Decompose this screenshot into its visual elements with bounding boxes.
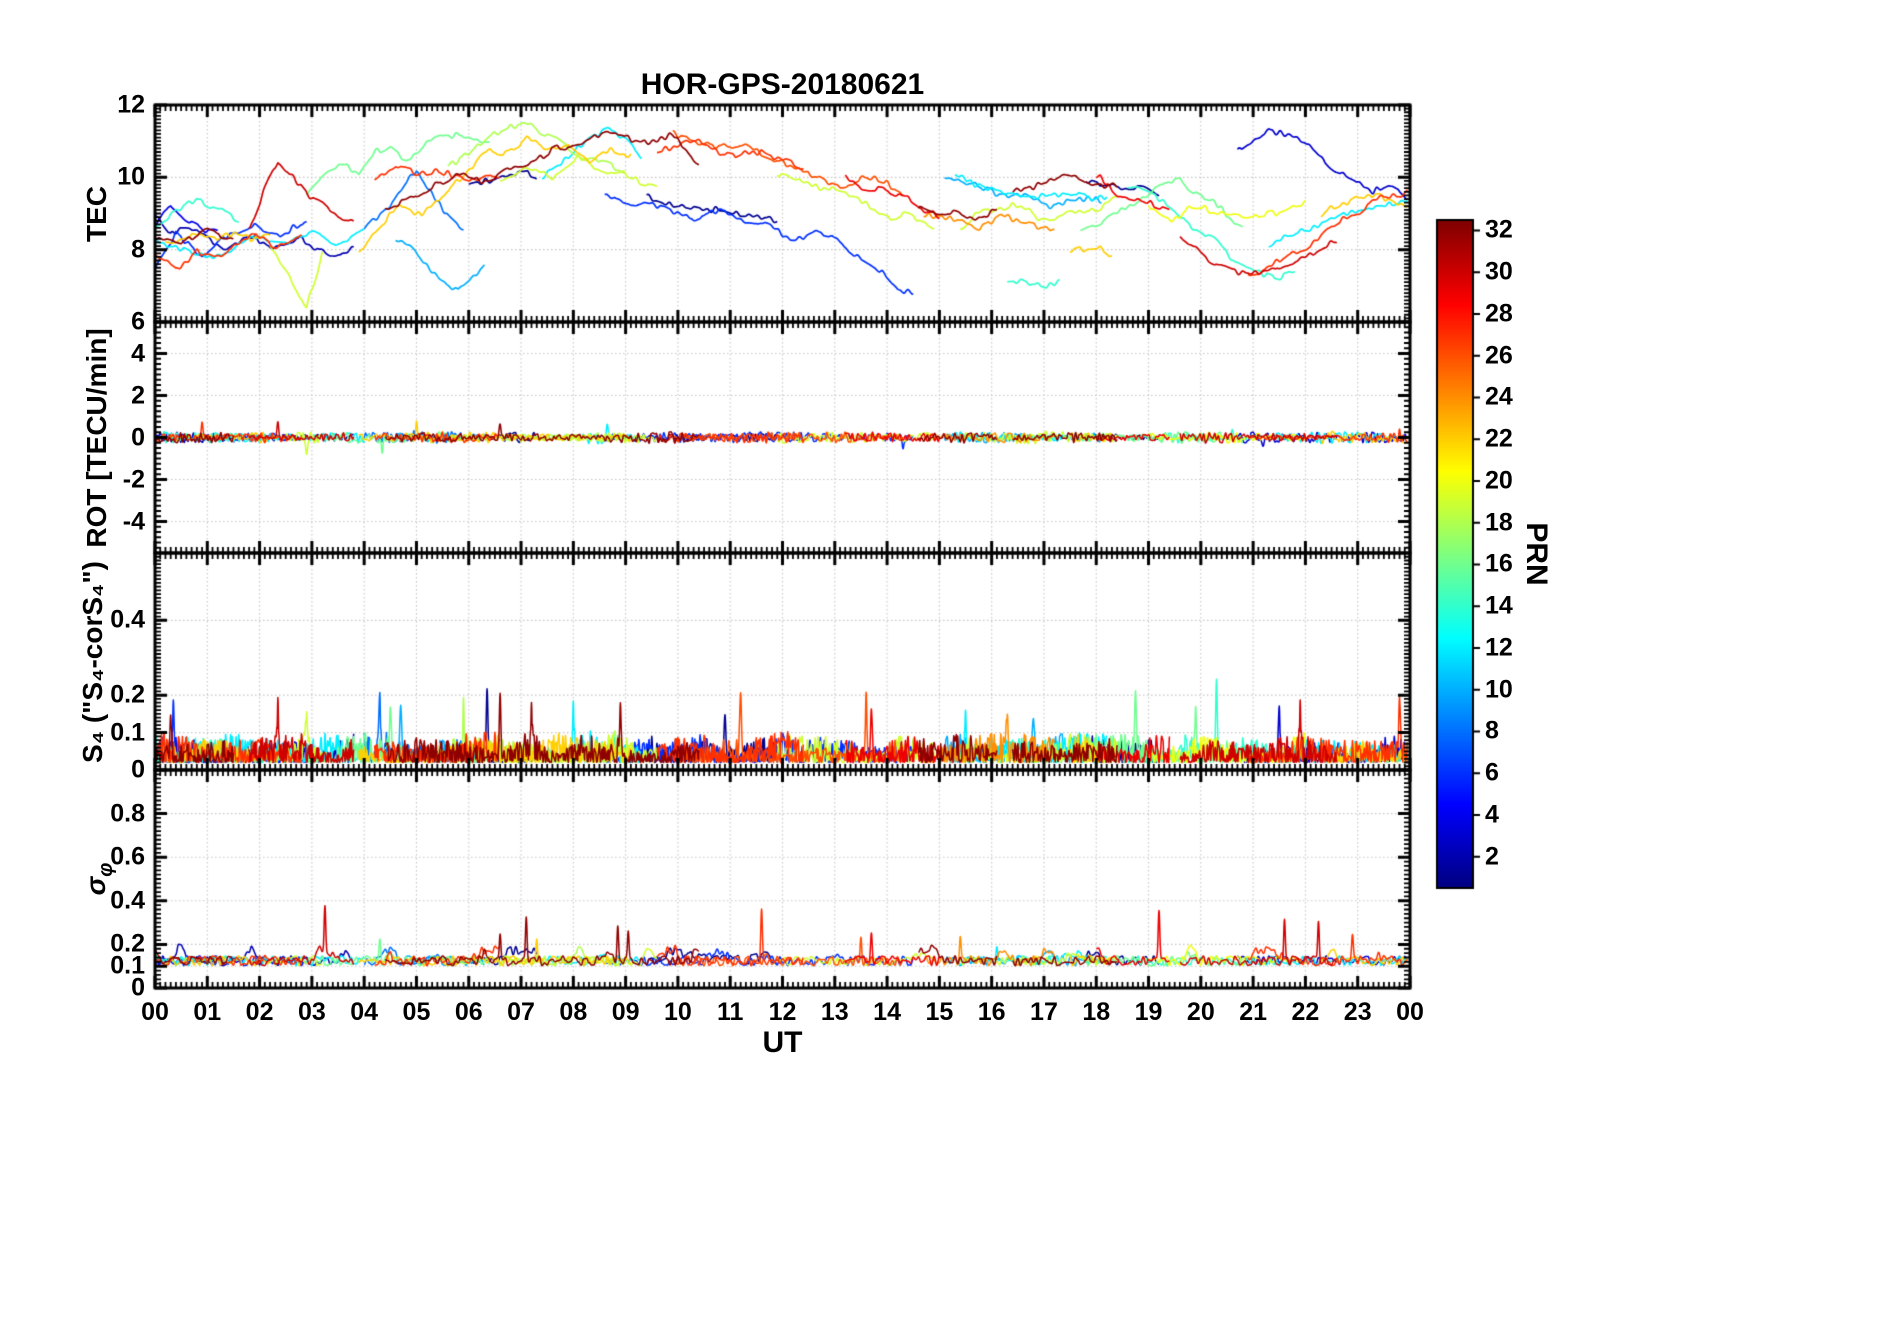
x-tick-label: 14 (873, 998, 901, 1026)
colorbar-tick-label: 28 (1485, 299, 1513, 328)
colorbar-tick-label: 6 (1485, 758, 1499, 787)
x-tick-label: 21 (1239, 998, 1268, 1026)
x-tick-label: 00 (1396, 998, 1424, 1026)
y-tick-label: 2 (131, 381, 145, 409)
x-tick-label: 13 (820, 998, 849, 1026)
colorbar-tick-label: 22 (1485, 424, 1513, 453)
y-tick-label: 0.1 (110, 951, 145, 980)
x-tick-label: 17 (1030, 998, 1058, 1026)
y-tick-label: 4 (131, 339, 145, 367)
x-tick-label: 15 (925, 998, 954, 1026)
y-tick-label: 0.8 (110, 799, 145, 828)
y-tick-label: 0 (131, 973, 145, 1002)
ylabel-tec: TEC (81, 185, 112, 242)
ylabel-s4: S₄ ("S₄-corS₄") (77, 560, 108, 763)
colorbar-tick-label: 20 (1485, 466, 1513, 495)
x-tick-label: 04 (350, 998, 379, 1026)
x-tick-label: 22 (1291, 998, 1320, 1026)
x-tick-label: 02 (245, 998, 274, 1026)
y-tick-label: 0.2 (110, 680, 145, 709)
ylabel-rot: ROT [TECU/min] (81, 327, 112, 548)
y-tick-label: -4 (122, 507, 145, 535)
y-tick-label: 0.1 (110, 718, 145, 747)
x-tick-label: 01 (193, 998, 222, 1026)
colorbar-tick-label: 26 (1485, 341, 1513, 370)
y-tick-label: 0.4 (110, 886, 145, 915)
x-tick-label: 07 (507, 998, 535, 1026)
y-tick-label: 0.4 (110, 605, 145, 634)
chart-title: HOR-GPS-20180621 (640, 68, 925, 101)
x-tick-label: 09 (611, 998, 640, 1026)
x-tick-label: 12 (768, 998, 797, 1026)
colorbar-tick-label: 10 (1485, 675, 1513, 704)
x-tick-label: 23 (1343, 998, 1372, 1026)
colorbar-tick-label: 4 (1485, 800, 1499, 829)
colorbar-tick-label: 14 (1485, 591, 1513, 620)
y-tick-label: -2 (122, 465, 145, 493)
colorbar-tick-label: 18 (1485, 508, 1513, 537)
colorbar-label-prn: PRN (1520, 522, 1553, 586)
x-tick-label: 03 (297, 998, 326, 1026)
colorbar-tick-label: 30 (1485, 257, 1513, 286)
y-tick-label: 0 (131, 755, 145, 784)
x-tick-label: 19 (1134, 998, 1163, 1026)
colorbar-tick-label: 32 (1485, 215, 1513, 244)
x-tick-label: 20 (1186, 998, 1215, 1026)
colorbar-tick-label: 8 (1485, 716, 1499, 745)
x-tick-label: 06 (454, 998, 483, 1026)
x-tick-label: 16 (977, 998, 1006, 1026)
y-tick-label: 0 (131, 423, 145, 451)
y-tick-label: 6 (131, 307, 145, 336)
colorbar-tick-label: 24 (1485, 382, 1513, 411)
x-tick-label: 18 (1082, 998, 1111, 1026)
y-tick-label: 8 (131, 235, 145, 264)
x-tick-label: 05 (402, 998, 431, 1026)
colorbar-tick-label: 2 (1485, 842, 1499, 871)
y-tick-label: 10 (117, 162, 145, 191)
x-tick-label: 00 (141, 998, 169, 1026)
colorbar-tick-label: 12 (1485, 633, 1513, 662)
x-tick-label: 10 (664, 998, 692, 1026)
sigma-symbol: σ (80, 876, 112, 896)
y-tick-label: 12 (117, 90, 145, 119)
y-tick-label: 0.6 (110, 842, 145, 871)
colorbar-tick-label: 16 (1485, 549, 1513, 578)
x-tick-label: 11 (716, 998, 744, 1026)
y-tick-label: 0.2 (110, 929, 145, 958)
x-tick-label: 08 (559, 998, 588, 1026)
xlabel-ut: UT (762, 1026, 803, 1059)
